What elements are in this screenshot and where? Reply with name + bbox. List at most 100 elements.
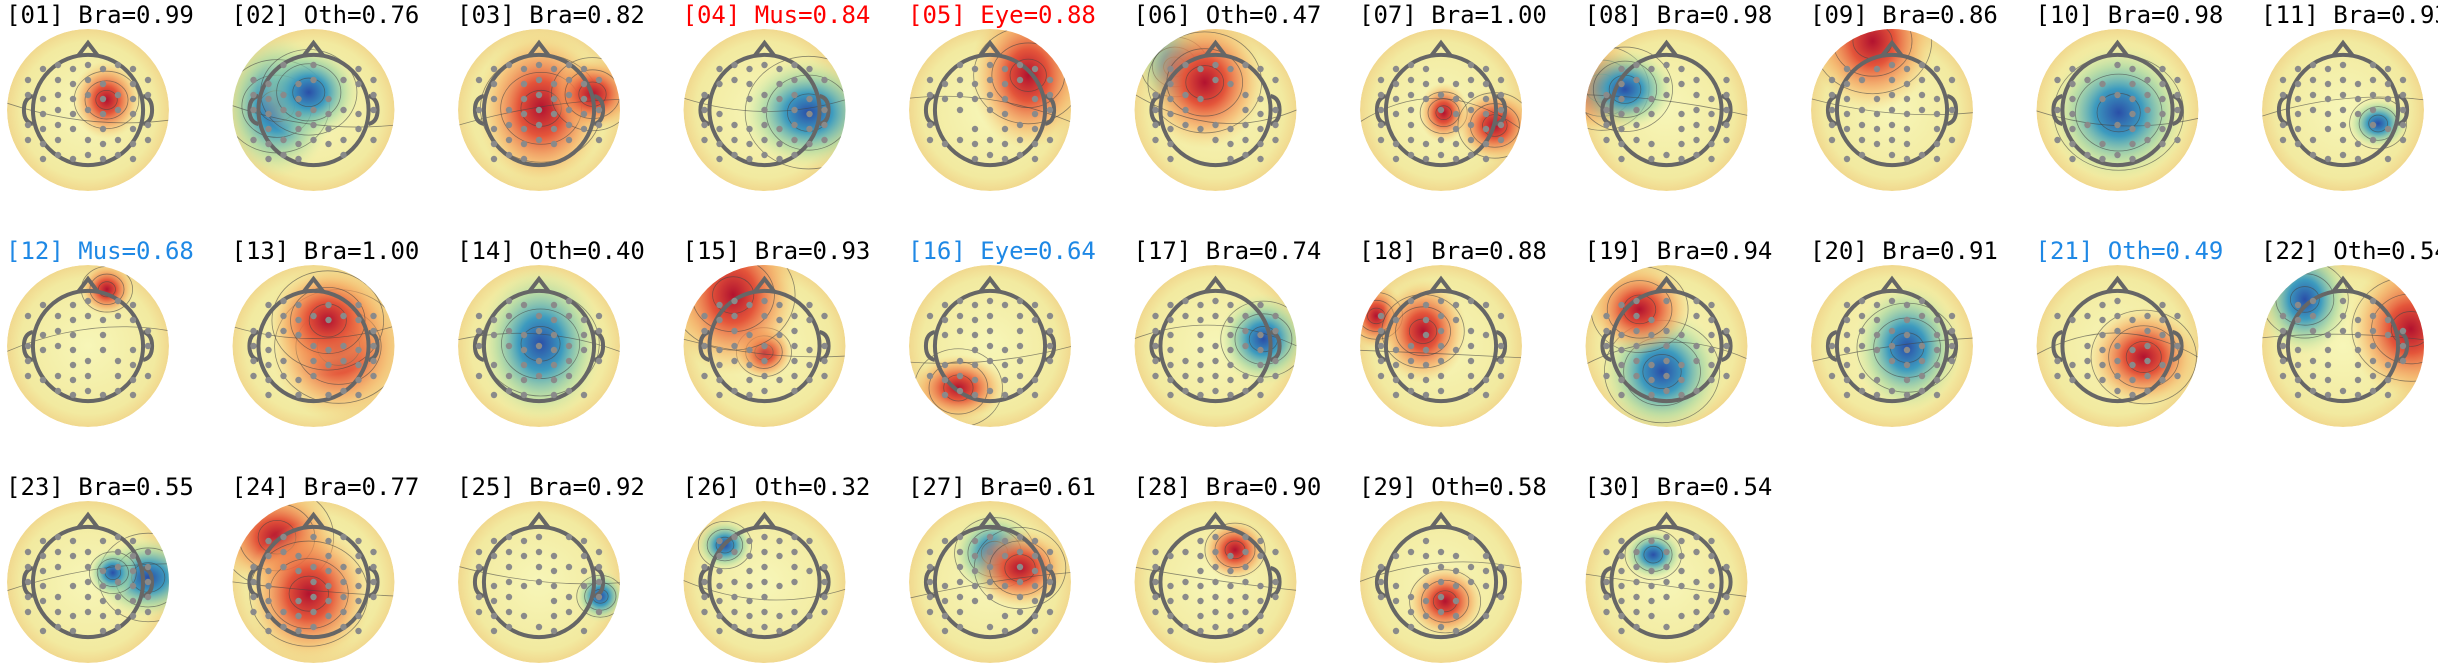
electrode bbox=[1437, 593, 1445, 601]
nose bbox=[527, 511, 551, 530]
electrode bbox=[1167, 80, 1174, 88]
electrode bbox=[54, 563, 62, 571]
electrode bbox=[1873, 346, 1881, 354]
electrode bbox=[2294, 301, 2302, 309]
electrode bbox=[2279, 76, 2287, 84]
electrode bbox=[1257, 612, 1264, 620]
electrode bbox=[1858, 327, 1866, 335]
nose bbox=[301, 511, 326, 530]
electrode bbox=[2324, 110, 2332, 118]
electrode bbox=[2084, 121, 2091, 129]
electrode bbox=[2099, 155, 2106, 163]
electrode bbox=[39, 331, 47, 339]
topomap bbox=[7, 501, 169, 663]
electrode bbox=[956, 297, 964, 305]
electrode bbox=[2294, 95, 2302, 103]
electrode bbox=[325, 552, 332, 560]
electrode bbox=[1046, 76, 1054, 84]
component-label: [26] Oth=0.32 bbox=[683, 473, 871, 501]
component-label: [28] Bra=0.90 bbox=[1134, 473, 1322, 501]
electrode bbox=[355, 346, 362, 354]
electrode bbox=[2144, 357, 2151, 365]
electrode bbox=[2129, 110, 2136, 118]
electrode bbox=[1257, 155, 1264, 163]
electrode bbox=[1407, 91, 1415, 99]
electrode bbox=[821, 106, 828, 114]
electrode bbox=[520, 331, 528, 339]
electrode bbox=[956, 608, 964, 616]
electrode bbox=[1197, 376, 1204, 384]
electrode bbox=[520, 65, 528, 73]
electrode bbox=[731, 578, 738, 586]
electrode bbox=[2114, 121, 2121, 129]
electrode bbox=[2354, 80, 2362, 88]
electrode bbox=[250, 372, 257, 380]
head-outline bbox=[256, 288, 371, 404]
topomap-field bbox=[1585, 29, 1748, 191]
electrode bbox=[1633, 593, 1640, 601]
electrode bbox=[475, 76, 483, 84]
electrode bbox=[1693, 608, 1700, 616]
electrode bbox=[355, 537, 362, 545]
topomap bbox=[909, 29, 1071, 191]
electrode bbox=[1873, 301, 1881, 309]
electrode bbox=[1257, 65, 1264, 73]
electrode bbox=[114, 136, 122, 144]
electrode bbox=[1197, 537, 1204, 545]
electrode bbox=[550, 552, 558, 560]
electrode bbox=[1467, 533, 1475, 541]
topomap bbox=[683, 29, 846, 191]
electrode bbox=[941, 316, 949, 324]
electrode bbox=[1152, 593, 1159, 601]
electrode bbox=[310, 578, 317, 586]
field-blob bbox=[1144, 29, 1266, 149]
electrode bbox=[2309, 91, 2317, 99]
electrode bbox=[1031, 95, 1039, 103]
electrode bbox=[325, 597, 332, 605]
electrode bbox=[2174, 91, 2181, 99]
electrode bbox=[340, 623, 347, 631]
electrode bbox=[99, 582, 107, 590]
electrode bbox=[2309, 387, 2317, 395]
electrode bbox=[926, 548, 934, 556]
electrode bbox=[1212, 372, 1219, 380]
contour bbox=[1204, 522, 1266, 577]
electrode bbox=[1663, 578, 1670, 586]
electrode bbox=[1933, 155, 1941, 163]
electrode bbox=[971, 582, 979, 590]
electrode bbox=[1167, 95, 1174, 103]
electrode bbox=[1197, 567, 1204, 575]
electrode bbox=[505, 136, 513, 144]
electrode bbox=[505, 563, 513, 571]
electrode bbox=[716, 627, 723, 635]
component-label: [23] Bra=0.55 bbox=[6, 473, 194, 501]
electrode bbox=[1031, 537, 1039, 545]
electrode bbox=[2339, 136, 2347, 144]
electrode bbox=[2369, 342, 2377, 350]
electrode bbox=[806, 346, 813, 354]
electrode bbox=[1482, 125, 1490, 133]
electrode bbox=[956, 357, 964, 365]
electrode bbox=[716, 140, 723, 148]
electrode bbox=[1933, 65, 1941, 73]
electrode bbox=[986, 593, 994, 601]
electrode bbox=[84, 387, 92, 395]
electrode bbox=[1918, 297, 1926, 305]
topomap bbox=[458, 265, 620, 427]
electrode bbox=[1257, 582, 1264, 590]
electrode bbox=[2324, 80, 2332, 88]
contour bbox=[1435, 105, 1452, 121]
electrode bbox=[99, 346, 107, 354]
electrode bbox=[716, 361, 723, 369]
electrode bbox=[971, 361, 979, 369]
electrode bbox=[1843, 391, 1851, 399]
electrode bbox=[340, 342, 347, 350]
electrode bbox=[2159, 125, 2166, 133]
component-label: [25] Bra=0.92 bbox=[457, 473, 645, 501]
electrode bbox=[280, 623, 287, 631]
electrode bbox=[2159, 110, 2166, 118]
electrode bbox=[956, 61, 964, 69]
electrode bbox=[1392, 110, 1400, 118]
electrode bbox=[505, 106, 513, 114]
electrode bbox=[1467, 91, 1475, 99]
